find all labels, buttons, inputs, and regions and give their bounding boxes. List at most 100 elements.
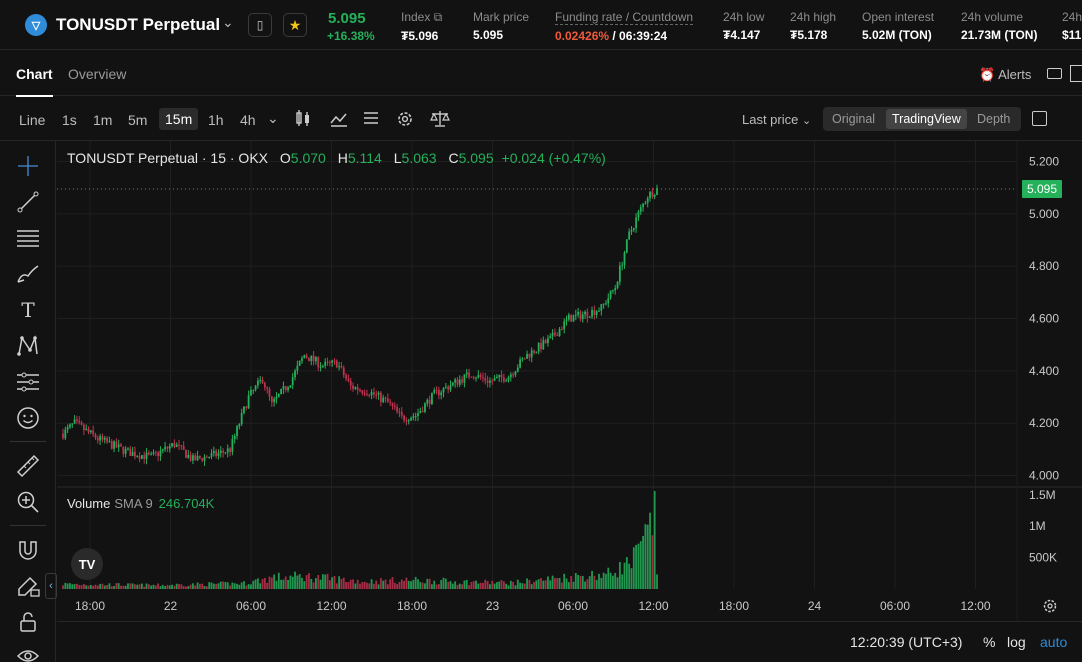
interval-5m[interactable]: 5m: [128, 112, 148, 128]
volume-bar: [356, 579, 359, 589]
symbol-name[interactable]: TONUSDT Perpetual: [56, 15, 221, 34]
log-toggle[interactable]: log: [1007, 634, 1026, 650]
interval-15m[interactable]: 15m: [159, 108, 199, 130]
volume-bar: [194, 585, 197, 589]
percent-toggle[interactable]: %: [983, 634, 996, 650]
candle: [321, 365, 324, 367]
pattern-icon[interactable]: [16, 334, 40, 358]
volume-bar: [250, 584, 252, 589]
legend-high: 5.114: [347, 150, 382, 166]
candle: [140, 455, 143, 459]
candle: [219, 450, 222, 454]
interval-4h[interactable]: 4h: [240, 112, 256, 128]
candle: [519, 359, 522, 368]
ruler-icon[interactable]: [16, 454, 40, 478]
auto-scale-toggle[interactable]: auto: [1040, 634, 1068, 650]
volume-bar: [212, 583, 215, 589]
alarm-clock-icon: ⏰: [979, 67, 996, 82]
eye-icon[interactable]: [16, 644, 40, 662]
tradingview-logo[interactable]: TV: [71, 548, 103, 580]
candles-icon[interactable]: [295, 110, 311, 128]
candle: [656, 188, 658, 195]
chevron-down-icon[interactable]: ⌄: [222, 14, 234, 30]
price-chart[interactable]: 5.095 5.200 5.000 4.800 4.600 4.400 4.200 4.000…: [57, 141, 1082, 621]
external-link-icon[interactable]: ⧉: [433, 10, 443, 24]
candle: [424, 403, 426, 412]
price-axis-label: 5.200: [1029, 154, 1059, 168]
view-tradingview[interactable]: TradingView: [886, 109, 967, 129]
price-source-select[interactable]: Last price ⌄: [742, 112, 811, 127]
book-icon[interactable]: ▯: [248, 13, 272, 37]
volume-bar: [147, 584, 150, 589]
candle: [475, 377, 477, 379]
candle: [324, 361, 327, 366]
star-icon[interactable]: ★: [283, 13, 307, 37]
interval-1s[interactable]: 1s: [62, 112, 77, 128]
volume-bar: [540, 578, 542, 589]
candle: [275, 396, 278, 399]
interval-1m[interactable]: 1m: [93, 112, 113, 128]
volume-bar: [521, 583, 524, 589]
lock-drawing-icon[interactable]: [16, 574, 40, 598]
volume-bar: [579, 575, 582, 589]
gear-icon[interactable]: [396, 110, 414, 128]
candle: [556, 335, 559, 337]
line-chart-button[interactable]: Line: [19, 112, 46, 128]
candle: [642, 203, 644, 208]
brush-icon[interactable]: [16, 262, 40, 286]
candle: [127, 448, 129, 450]
tab-overview[interactable]: Overview: [68, 66, 127, 82]
view-segmented-control: Original TradingView Depth: [823, 107, 1021, 131]
candle: [410, 417, 412, 421]
fullscreen-icon[interactable]: [1032, 111, 1047, 126]
crosshair-icon[interactable]: [16, 154, 40, 178]
candle: [342, 367, 345, 376]
indicators-icon[interactable]: [330, 110, 348, 128]
volume-bar: [656, 574, 658, 589]
candle: [366, 394, 368, 396]
horizontal-lines-icon[interactable]: [16, 226, 40, 250]
volume-bar: [182, 586, 185, 589]
list-icon[interactable]: [363, 110, 379, 128]
volume-bar: [222, 581, 225, 589]
clock-time[interactable]: 12:20:39 (UTC+3): [850, 634, 963, 650]
scale-icon[interactable]: [430, 110, 450, 128]
candle: [92, 430, 95, 435]
price-axis-label: 4.600: [1029, 312, 1059, 326]
volume-bar: [215, 583, 218, 589]
zoom-in-icon[interactable]: [16, 490, 40, 514]
volume-bar: [303, 581, 306, 589]
volume-bar: [565, 578, 568, 589]
view-depth[interactable]: Depth: [977, 112, 1011, 126]
volume-bar: [605, 573, 607, 589]
layout-icon[interactable]: [1047, 68, 1062, 79]
volume-bar: [312, 582, 315, 589]
candle: [428, 399, 431, 405]
tab-chart[interactable]: Chart: [16, 66, 53, 97]
volume-bar: [572, 581, 575, 589]
alerts-button[interactable]: ⏰ Alerts: [979, 67, 1031, 83]
expand-icon[interactable]: [1070, 65, 1082, 82]
lock-icon[interactable]: [16, 610, 40, 634]
volume-bar: [581, 575, 584, 589]
interval-1h[interactable]: 1h: [208, 112, 224, 128]
fib-icon[interactable]: [16, 370, 40, 394]
time-axis-label: 18:00: [719, 599, 749, 613]
trend-line-icon[interactable]: [16, 190, 40, 214]
volume-bar: [449, 581, 452, 589]
magnet-icon[interactable]: [16, 538, 40, 562]
volume-bar: [210, 582, 213, 589]
volume-bar: [595, 580, 598, 589]
volume-axis-label: 1.5M: [1029, 488, 1056, 502]
volume-bar: [166, 584, 169, 589]
volume-bar: [414, 576, 417, 589]
volume-bar: [500, 580, 503, 589]
text-tool-icon[interactable]: T: [21, 298, 35, 322]
volume-bar: [516, 579, 519, 589]
view-original[interactable]: Original: [832, 112, 876, 126]
candle: [66, 427, 69, 430]
emoji-icon[interactable]: [16, 406, 40, 430]
chevron-down-icon[interactable]: ⌄: [267, 110, 279, 126]
collapse-toolbar-icon[interactable]: ‹: [45, 573, 57, 599]
volume-bar: [243, 581, 245, 589]
